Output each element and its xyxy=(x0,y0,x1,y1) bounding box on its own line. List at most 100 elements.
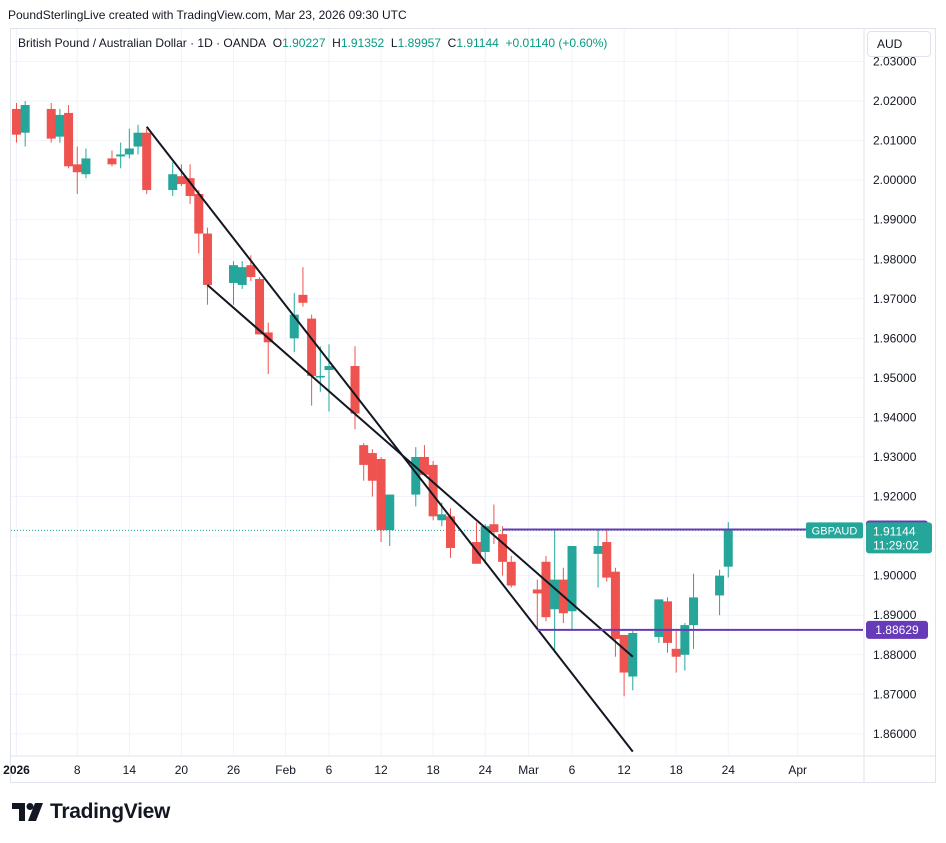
price-tick-label: 1.99000 xyxy=(873,213,917,227)
candle-body xyxy=(385,494,395,531)
candle-body xyxy=(55,114,65,137)
candle-body xyxy=(367,453,377,481)
candle-body xyxy=(472,542,482,564)
candle-body xyxy=(498,534,508,562)
candle-body xyxy=(489,524,499,533)
candle-body xyxy=(428,464,438,517)
candle-body xyxy=(289,314,299,339)
chart-frame xyxy=(10,28,936,783)
candle-body xyxy=(81,158,91,175)
change-value: +0.01140 (+0.60%) xyxy=(505,36,608,50)
candle-body xyxy=(237,267,247,285)
candles xyxy=(12,101,733,697)
candle-body xyxy=(202,233,212,285)
candle-body xyxy=(168,174,178,191)
last-price-label: 1.91144 xyxy=(873,524,916,538)
candle-body xyxy=(663,601,672,643)
last-price-badge xyxy=(866,522,932,554)
candle-body xyxy=(124,148,134,155)
time-tick-label: 18 xyxy=(426,763,440,777)
time-tick-label: 2026 xyxy=(3,763,30,777)
price-tick-label: 1.94000 xyxy=(873,410,917,424)
candle-body xyxy=(229,265,238,283)
candle-body xyxy=(671,648,681,657)
symbol-badge-label: GBPAUD xyxy=(812,525,858,537)
candle-body xyxy=(411,457,421,495)
low-value: 1.89957 xyxy=(397,36,441,50)
price-axis[interactable]: 2.03000 2.02000 2.01000 2.00000 1.99000 1.980… xyxy=(873,55,917,741)
tradingview-logo-text: TradingView xyxy=(50,800,171,823)
time-tick-label: 12 xyxy=(617,763,631,777)
close-value: 1.91144 xyxy=(456,36,499,50)
candle-body xyxy=(689,597,699,626)
candle-body xyxy=(116,154,126,157)
candle-body xyxy=(541,561,551,618)
candle-body xyxy=(142,132,152,191)
price-tick-label: 2.03000 xyxy=(873,55,917,69)
price-tick-label: 1.86000 xyxy=(873,727,917,741)
price-tick-label: 1.95000 xyxy=(873,371,917,385)
time-tick-label: 8 xyxy=(74,763,81,777)
time-axis[interactable]: 2026 8 14 20 26 Feb 6 12 18 24 Mar 6 12 18 24 Apr xyxy=(3,763,807,777)
time-tick-label: 24 xyxy=(479,763,493,777)
price-tick-label: 2.02000 xyxy=(873,94,917,108)
candle-body xyxy=(376,458,386,531)
price-tick-label: 1.97000 xyxy=(873,292,917,306)
candle-body xyxy=(419,457,429,475)
candle-body xyxy=(610,571,620,639)
price-tick-label: 2.01000 xyxy=(873,134,917,148)
time-tick-label: 14 xyxy=(123,763,137,777)
time-tick-label: Apr xyxy=(788,763,807,777)
open-label: O xyxy=(272,36,283,50)
grid-lines xyxy=(11,29,863,755)
candle-body xyxy=(107,158,117,165)
price-tick-label: 1.89000 xyxy=(873,608,917,622)
high-value: 1.91352 xyxy=(340,36,385,50)
countdown-label: 11:29:02 xyxy=(873,538,919,552)
candle-body xyxy=(246,265,256,278)
price-tick-label: 1.98000 xyxy=(873,252,917,266)
axis-separators xyxy=(11,29,935,782)
candle-body xyxy=(350,366,360,414)
candle-body xyxy=(185,178,195,196)
candle-body xyxy=(446,516,455,548)
currency-button[interactable]: AUD xyxy=(867,31,931,57)
candle-body xyxy=(619,634,629,673)
drawings xyxy=(145,126,863,753)
time-tick-label: Mar xyxy=(518,763,539,777)
open-value: 1.90227 xyxy=(282,36,326,50)
candle-body xyxy=(298,294,308,303)
candle-body xyxy=(46,108,56,139)
candle-body xyxy=(532,589,542,594)
symbol-legend[interactable]: British Pound / Australian Dollar · 1D ·… xyxy=(18,36,607,50)
candle-body xyxy=(628,632,638,677)
price-tick-label: 1.93000 xyxy=(873,450,917,464)
time-tick-label: Feb xyxy=(275,763,296,777)
candle-body xyxy=(20,105,30,133)
candle-body xyxy=(602,542,612,578)
channel-line xyxy=(206,284,634,658)
candle-body xyxy=(12,108,21,135)
time-tick-label: 6 xyxy=(569,763,576,777)
time-tick-label: 6 xyxy=(326,763,333,777)
candle-body xyxy=(654,599,664,637)
channel-line xyxy=(145,126,634,753)
candle-body xyxy=(324,366,334,370)
tradingview-logo[interactable]: TradingView xyxy=(12,800,170,824)
price-tick-label: 1.96000 xyxy=(873,331,917,345)
attribution-text: PoundSterlingLive created with TradingVi… xyxy=(8,8,407,22)
time-tick-label: 18 xyxy=(670,763,684,777)
price-tick-label: 1.87000 xyxy=(873,687,917,701)
candle-body xyxy=(480,526,490,552)
time-tick-label: 20 xyxy=(175,763,189,777)
candle-body xyxy=(567,545,577,612)
time-tick-label: 12 xyxy=(374,763,388,777)
candle-body xyxy=(680,625,690,655)
candle-body xyxy=(64,112,74,167)
price-tick-label: 1.88000 xyxy=(873,648,917,662)
level-price-label: 1.88629 xyxy=(875,623,919,637)
low-label: L xyxy=(390,36,398,50)
candle-body xyxy=(176,176,186,185)
level-price-badge xyxy=(866,620,928,639)
